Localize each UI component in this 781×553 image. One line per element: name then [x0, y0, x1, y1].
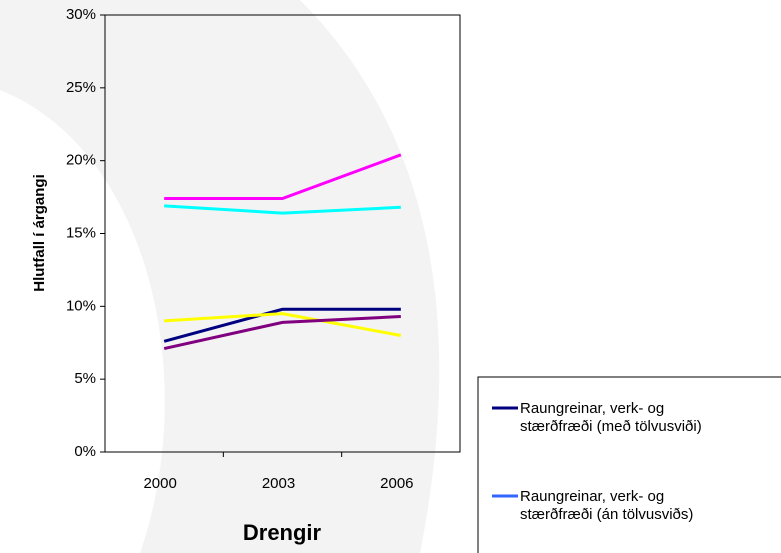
series-line [163, 307, 401, 343]
series-line [164, 204, 401, 215]
x-tick-label: 2003 [262, 475, 295, 492]
x-tick-label: 2006 [380, 475, 413, 492]
series-line [164, 312, 402, 337]
y-axis-title: Hlutfall í árgangi [31, 174, 48, 292]
series-line [163, 315, 401, 351]
legend-label: Raungreinar, verk- og stærðfræði (án töl… [520, 488, 694, 523]
y-tick-label: 15% [66, 224, 96, 241]
x-axis-title: Drengir [243, 520, 322, 545]
y-tick-label: 25% [66, 79, 96, 96]
y-tick-label: 0% [74, 443, 96, 460]
y-tick-label: 20% [66, 152, 96, 169]
x-tick-label: 2000 [143, 475, 176, 492]
y-tick-label: 30% [66, 6, 96, 23]
series-line [164, 153, 402, 201]
legend-box [477, 376, 781, 553]
background-shape [0, 0, 440, 553]
legend-label: Raungreinar, verk- og stærðfræði (með tö… [520, 400, 702, 435]
y-tick-label: 10% [66, 297, 96, 314]
y-tick-label: 5% [74, 370, 96, 387]
